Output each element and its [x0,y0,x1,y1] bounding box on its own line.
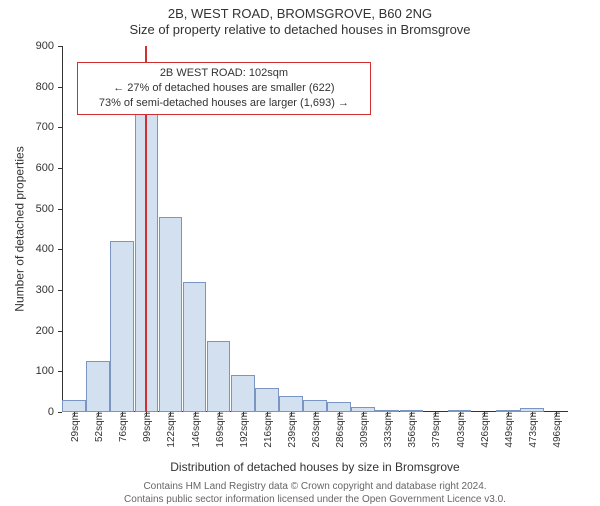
x-tick-label: 122sqm [166,412,177,448]
y-tick-mark [58,127,62,128]
x-tick-label: 356sqm [407,412,418,448]
title-block: 2B, WEST ROAD, BROMSGROVE, B60 2NG Size … [0,6,600,39]
y-tick-label: 600 [36,162,54,174]
histogram-bar [231,375,255,412]
x-axis-label: Distribution of detached houses by size … [62,460,568,474]
y-tick-label: 800 [36,81,54,93]
y-tick-label: 200 [36,325,54,337]
histogram-bar [86,361,110,412]
footer-line-1: Contains HM Land Registry data © Crown c… [62,480,568,493]
x-tick-label: 309sqm [359,412,370,448]
x-tick-label: 192sqm [239,412,250,448]
y-tick-label: 700 [36,121,54,133]
y-tick-label: 900 [36,40,54,52]
annotation-line-3: 73% of semi-detached houses are larger (… [84,96,363,111]
histogram-bar [207,341,231,412]
y-tick-mark [58,331,62,332]
x-tick-label: 286sqm [335,412,346,448]
y-tick-mark [58,209,62,210]
x-tick-label: 99sqm [142,412,153,442]
y-tick-mark [58,249,62,250]
y-axis-line [62,46,63,412]
annotation-line-1: 2B WEST ROAD: 102sqm [84,66,363,81]
histogram-bar [279,396,303,412]
y-tick-mark [58,371,62,372]
y-tick-mark [58,290,62,291]
title-address: 2B, WEST ROAD, BROMSGROVE, B60 2NG [0,6,600,22]
x-tick-label: 146sqm [191,412,202,448]
y-tick-label: 300 [36,284,54,296]
x-tick-label: 496sqm [552,412,563,448]
histogram-bar [400,410,424,412]
histogram-bar [496,410,520,412]
y-tick-mark [58,412,62,413]
y-tick-label: 500 [36,203,54,215]
histogram-bar [375,410,399,412]
histogram-bar [159,217,183,412]
y-tick-label: 400 [36,243,54,255]
histogram-bar [183,282,207,412]
histogram-bar [303,400,327,412]
x-tick-label: 76sqm [118,412,129,442]
footer-attribution: Contains HM Land Registry data © Crown c… [62,480,568,506]
chart-frame: 2B, WEST ROAD, BROMSGROVE, B60 2NG Size … [0,0,600,500]
x-tick-label: 263sqm [311,412,322,448]
x-tick-label: 473sqm [528,412,539,448]
x-tick-label: 449sqm [504,412,515,448]
x-tick-label: 403sqm [456,412,467,448]
histogram-bar [62,400,86,412]
annotation-box: 2B WEST ROAD: 102sqm← 27% of detached ho… [77,62,370,115]
histogram-bar [110,241,134,412]
x-tick-label: 52sqm [94,412,105,442]
y-axis-label-text: Number of detached properties [13,146,27,311]
x-tick-label: 169sqm [215,412,226,448]
y-axis-label: Number of detached properties [12,46,28,412]
y-tick-mark [58,46,62,47]
y-tick-label: 100 [36,365,54,377]
histogram-bar [351,407,375,412]
x-tick-label: 333sqm [383,412,394,448]
histogram-bar [327,402,351,412]
x-tick-label: 379sqm [431,412,442,448]
x-tick-label: 239sqm [287,412,298,448]
annotation-line-2: ← 27% of detached houses are smaller (62… [84,81,363,96]
plot-area: 010020030040050060070080090029sqm52sqm76… [62,46,568,412]
title-subtitle: Size of property relative to detached ho… [0,22,600,38]
y-tick-mark [58,168,62,169]
x-tick-label: 426sqm [480,412,491,448]
x-axis-label-text: Distribution of detached houses by size … [170,460,459,474]
y-tick-label: 0 [48,406,54,418]
histogram-bar [448,410,472,412]
histogram-bar [255,388,279,412]
histogram-bar [520,408,544,412]
y-tick-mark [58,87,62,88]
x-tick-label: 216sqm [263,412,274,448]
x-tick-label: 29sqm [70,412,81,442]
